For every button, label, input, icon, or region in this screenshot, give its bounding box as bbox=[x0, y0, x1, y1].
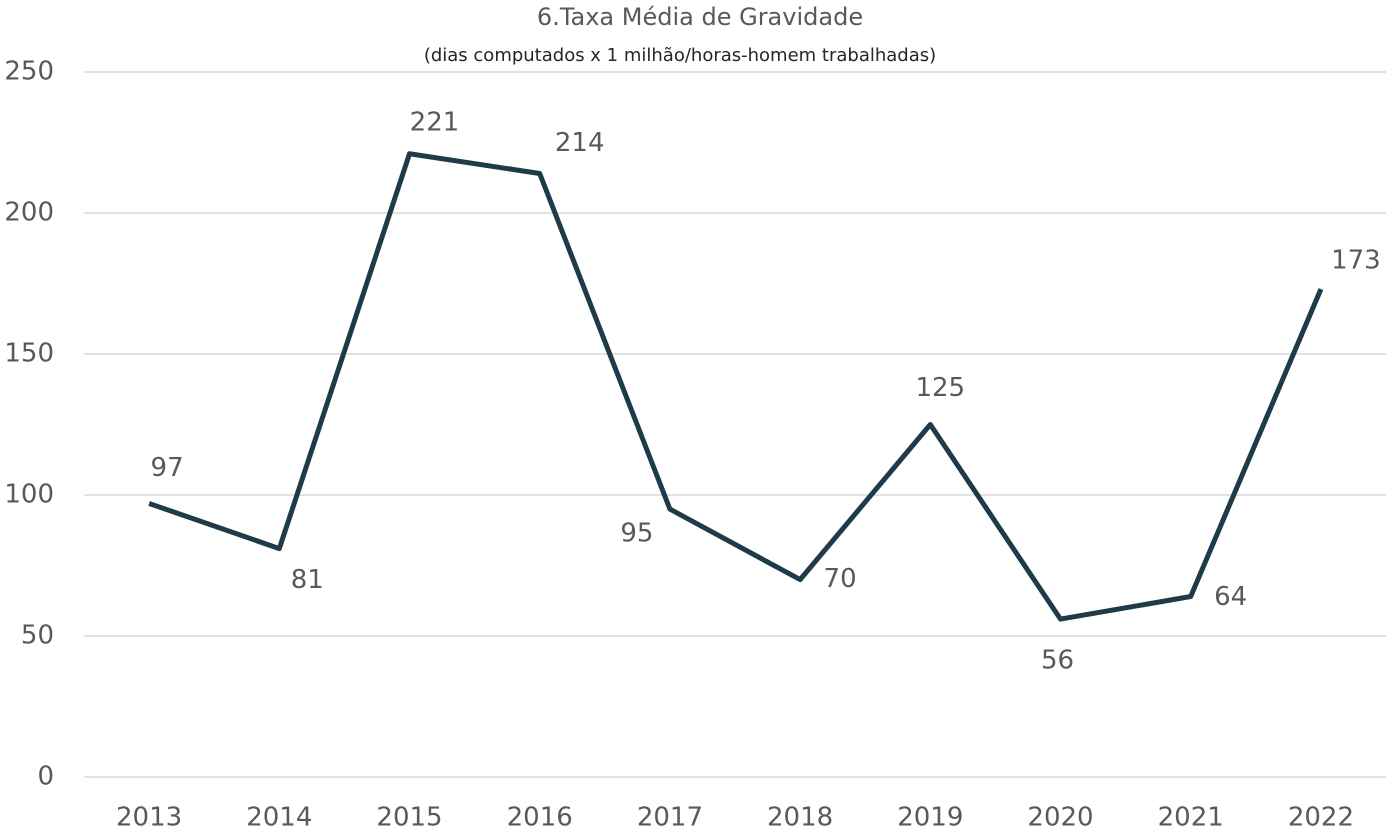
data-label: 81 bbox=[291, 565, 324, 595]
chart-title: 6.Taxa Média de Gravidade bbox=[537, 3, 863, 31]
y-tick-label: 0 bbox=[37, 762, 54, 792]
y-tick-label: 150 bbox=[4, 339, 54, 369]
data-label: 95 bbox=[620, 519, 653, 549]
x-tick-label: 2014 bbox=[246, 803, 312, 833]
x-tick-label: 2018 bbox=[767, 803, 833, 833]
y-tick-label: 100 bbox=[4, 480, 54, 510]
line-series bbox=[148, 151, 1324, 622]
chart-subtitle: (dias computados x 1 milhão/horas-homem … bbox=[424, 45, 936, 66]
y-tick-label: 200 bbox=[4, 198, 54, 228]
data-label: 97 bbox=[151, 453, 184, 483]
x-tick-label: 2017 bbox=[637, 803, 703, 833]
x-tick-label: 2016 bbox=[507, 803, 573, 833]
x-tick-label: 2020 bbox=[1027, 803, 1093, 833]
x-tick-label: 2021 bbox=[1158, 803, 1224, 833]
data-label: 56 bbox=[1041, 646, 1074, 676]
x-tick-label: 2013 bbox=[116, 803, 182, 833]
x-tick-label: 2019 bbox=[897, 803, 963, 833]
data-label: 221 bbox=[410, 107, 460, 137]
data-label: 173 bbox=[1331, 246, 1381, 276]
y-tick-label: 250 bbox=[4, 57, 54, 87]
x-tick-label: 2015 bbox=[376, 803, 442, 833]
y-tick-label: 50 bbox=[21, 621, 54, 651]
data-label: 214 bbox=[555, 128, 605, 158]
data-label: 70 bbox=[824, 564, 857, 594]
x-tick-label: 2022 bbox=[1288, 803, 1354, 833]
data-label: 125 bbox=[915, 373, 965, 403]
data-label: 64 bbox=[1214, 582, 1247, 612]
